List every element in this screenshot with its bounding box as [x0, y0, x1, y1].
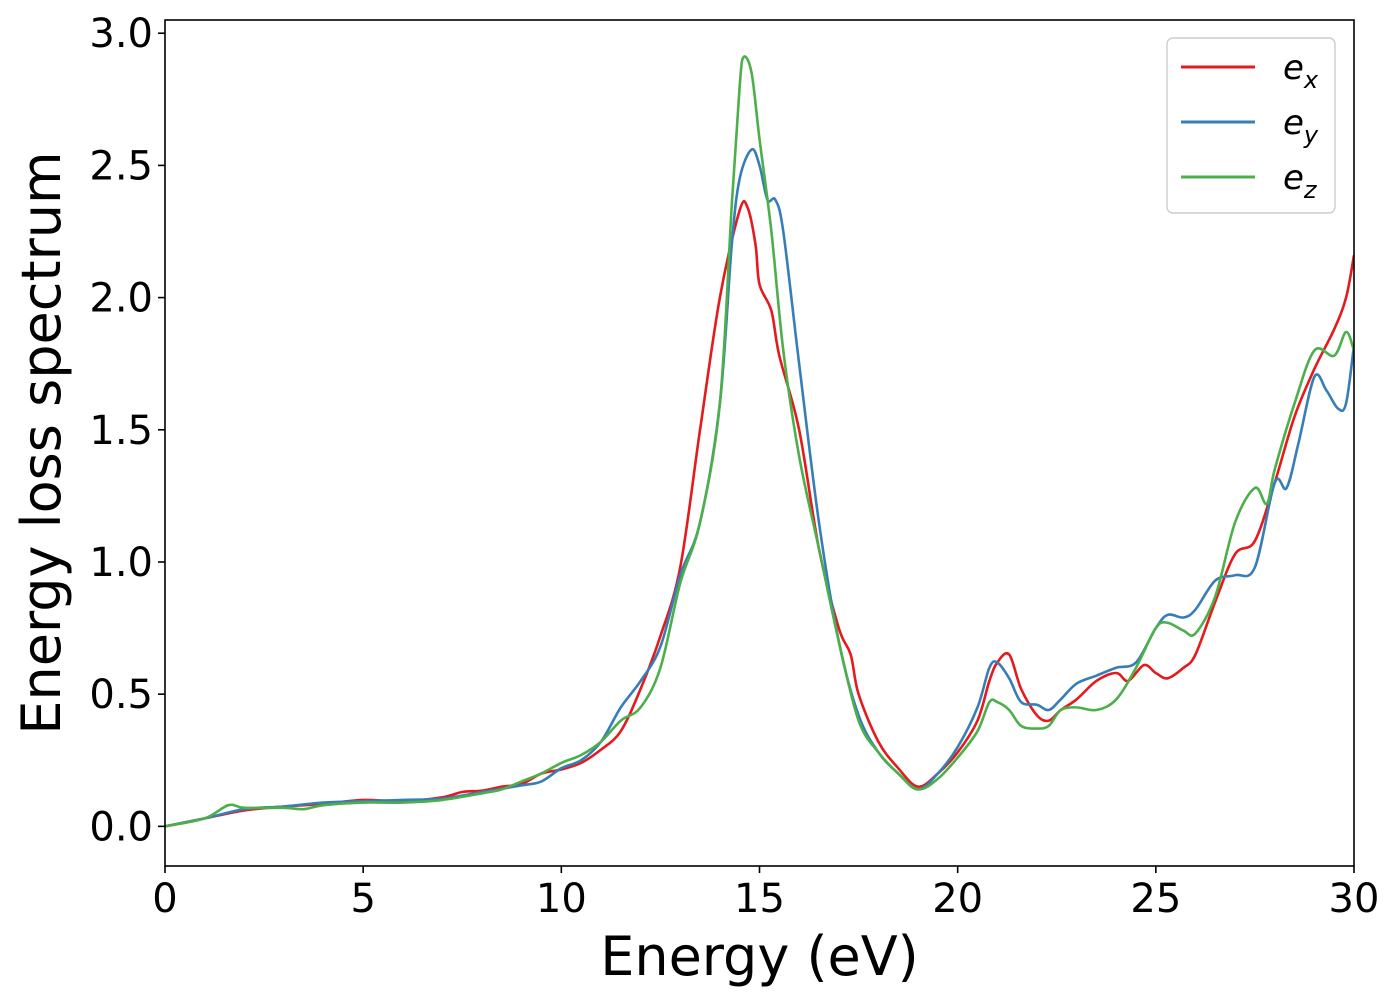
- y-axis-ticks: 0.0 0.5 1.0 1.5 2.0 2.5 3.0: [89, 11, 165, 850]
- y-tick-label: 2.0: [89, 276, 153, 322]
- y-axis-title: Energy loss spectrum: [10, 151, 73, 734]
- x-tick-label: 30: [1329, 876, 1380, 922]
- legend-label-y: ey: [1283, 103, 1319, 149]
- legend-label-base: e: [1283, 158, 1304, 198]
- y-tick-label: 0.5: [89, 672, 153, 718]
- y-tick-label: 1.5: [89, 408, 153, 454]
- legend-label-z: ez: [1283, 158, 1318, 204]
- legend-box: [1166, 37, 1336, 214]
- x-tick-label: 25: [1130, 876, 1181, 922]
- x-axis-ticks: 0 5 10 15 20 25 30: [152, 866, 1379, 922]
- x-tick-label: 15: [734, 876, 785, 922]
- x-axis-title: Energy (eV): [600, 925, 919, 988]
- x-tick-label: 10: [536, 876, 587, 922]
- x-tick-label: 20: [932, 876, 983, 922]
- legend-label-x: ex: [1283, 48, 1319, 94]
- x-tick-label: 5: [350, 876, 375, 922]
- legend-label-base: e: [1283, 48, 1304, 88]
- y-tick-label: 0.0: [89, 804, 153, 850]
- legend-label-subscript: y: [1303, 121, 1319, 149]
- x-tick-label: 0: [152, 876, 177, 922]
- y-tick-label: 2.5: [89, 143, 153, 189]
- legend-label-subscript: z: [1303, 176, 1318, 204]
- legend-label-base: e: [1283, 103, 1304, 143]
- y-tick-label: 3.0: [89, 11, 153, 57]
- series-layer: [165, 55, 1354, 828]
- legend-label-subscript: x: [1303, 66, 1319, 94]
- series-line-e-z: [165, 55, 1354, 828]
- series-line-e-x: [165, 199, 1354, 828]
- series-line-e-y: [165, 147, 1354, 828]
- y-tick-label: 1.0: [89, 540, 153, 586]
